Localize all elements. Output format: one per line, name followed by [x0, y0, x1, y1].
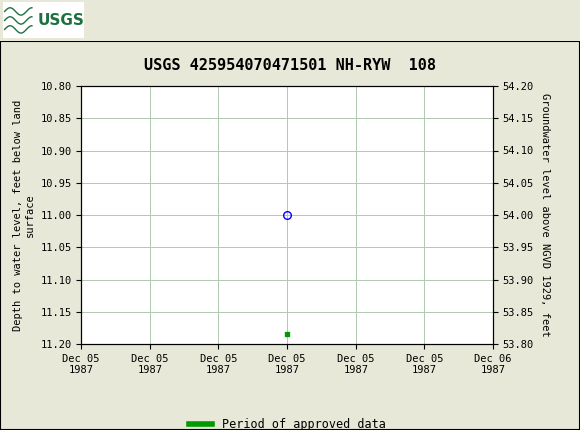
- Bar: [3, 3, 84, 38]
- Text: USGS 425954070471501 NH-RYW  108: USGS 425954070471501 NH-RYW 108: [144, 58, 436, 73]
- Y-axis label: Depth to water level, feet below land
surface: Depth to water level, feet below land su…: [13, 99, 35, 331]
- Text: USGS: USGS: [38, 13, 84, 28]
- Legend: Period of approved data: Period of approved data: [184, 414, 390, 430]
- Y-axis label: Groundwater level above NGVD 1929, feet: Groundwater level above NGVD 1929, feet: [539, 93, 549, 337]
